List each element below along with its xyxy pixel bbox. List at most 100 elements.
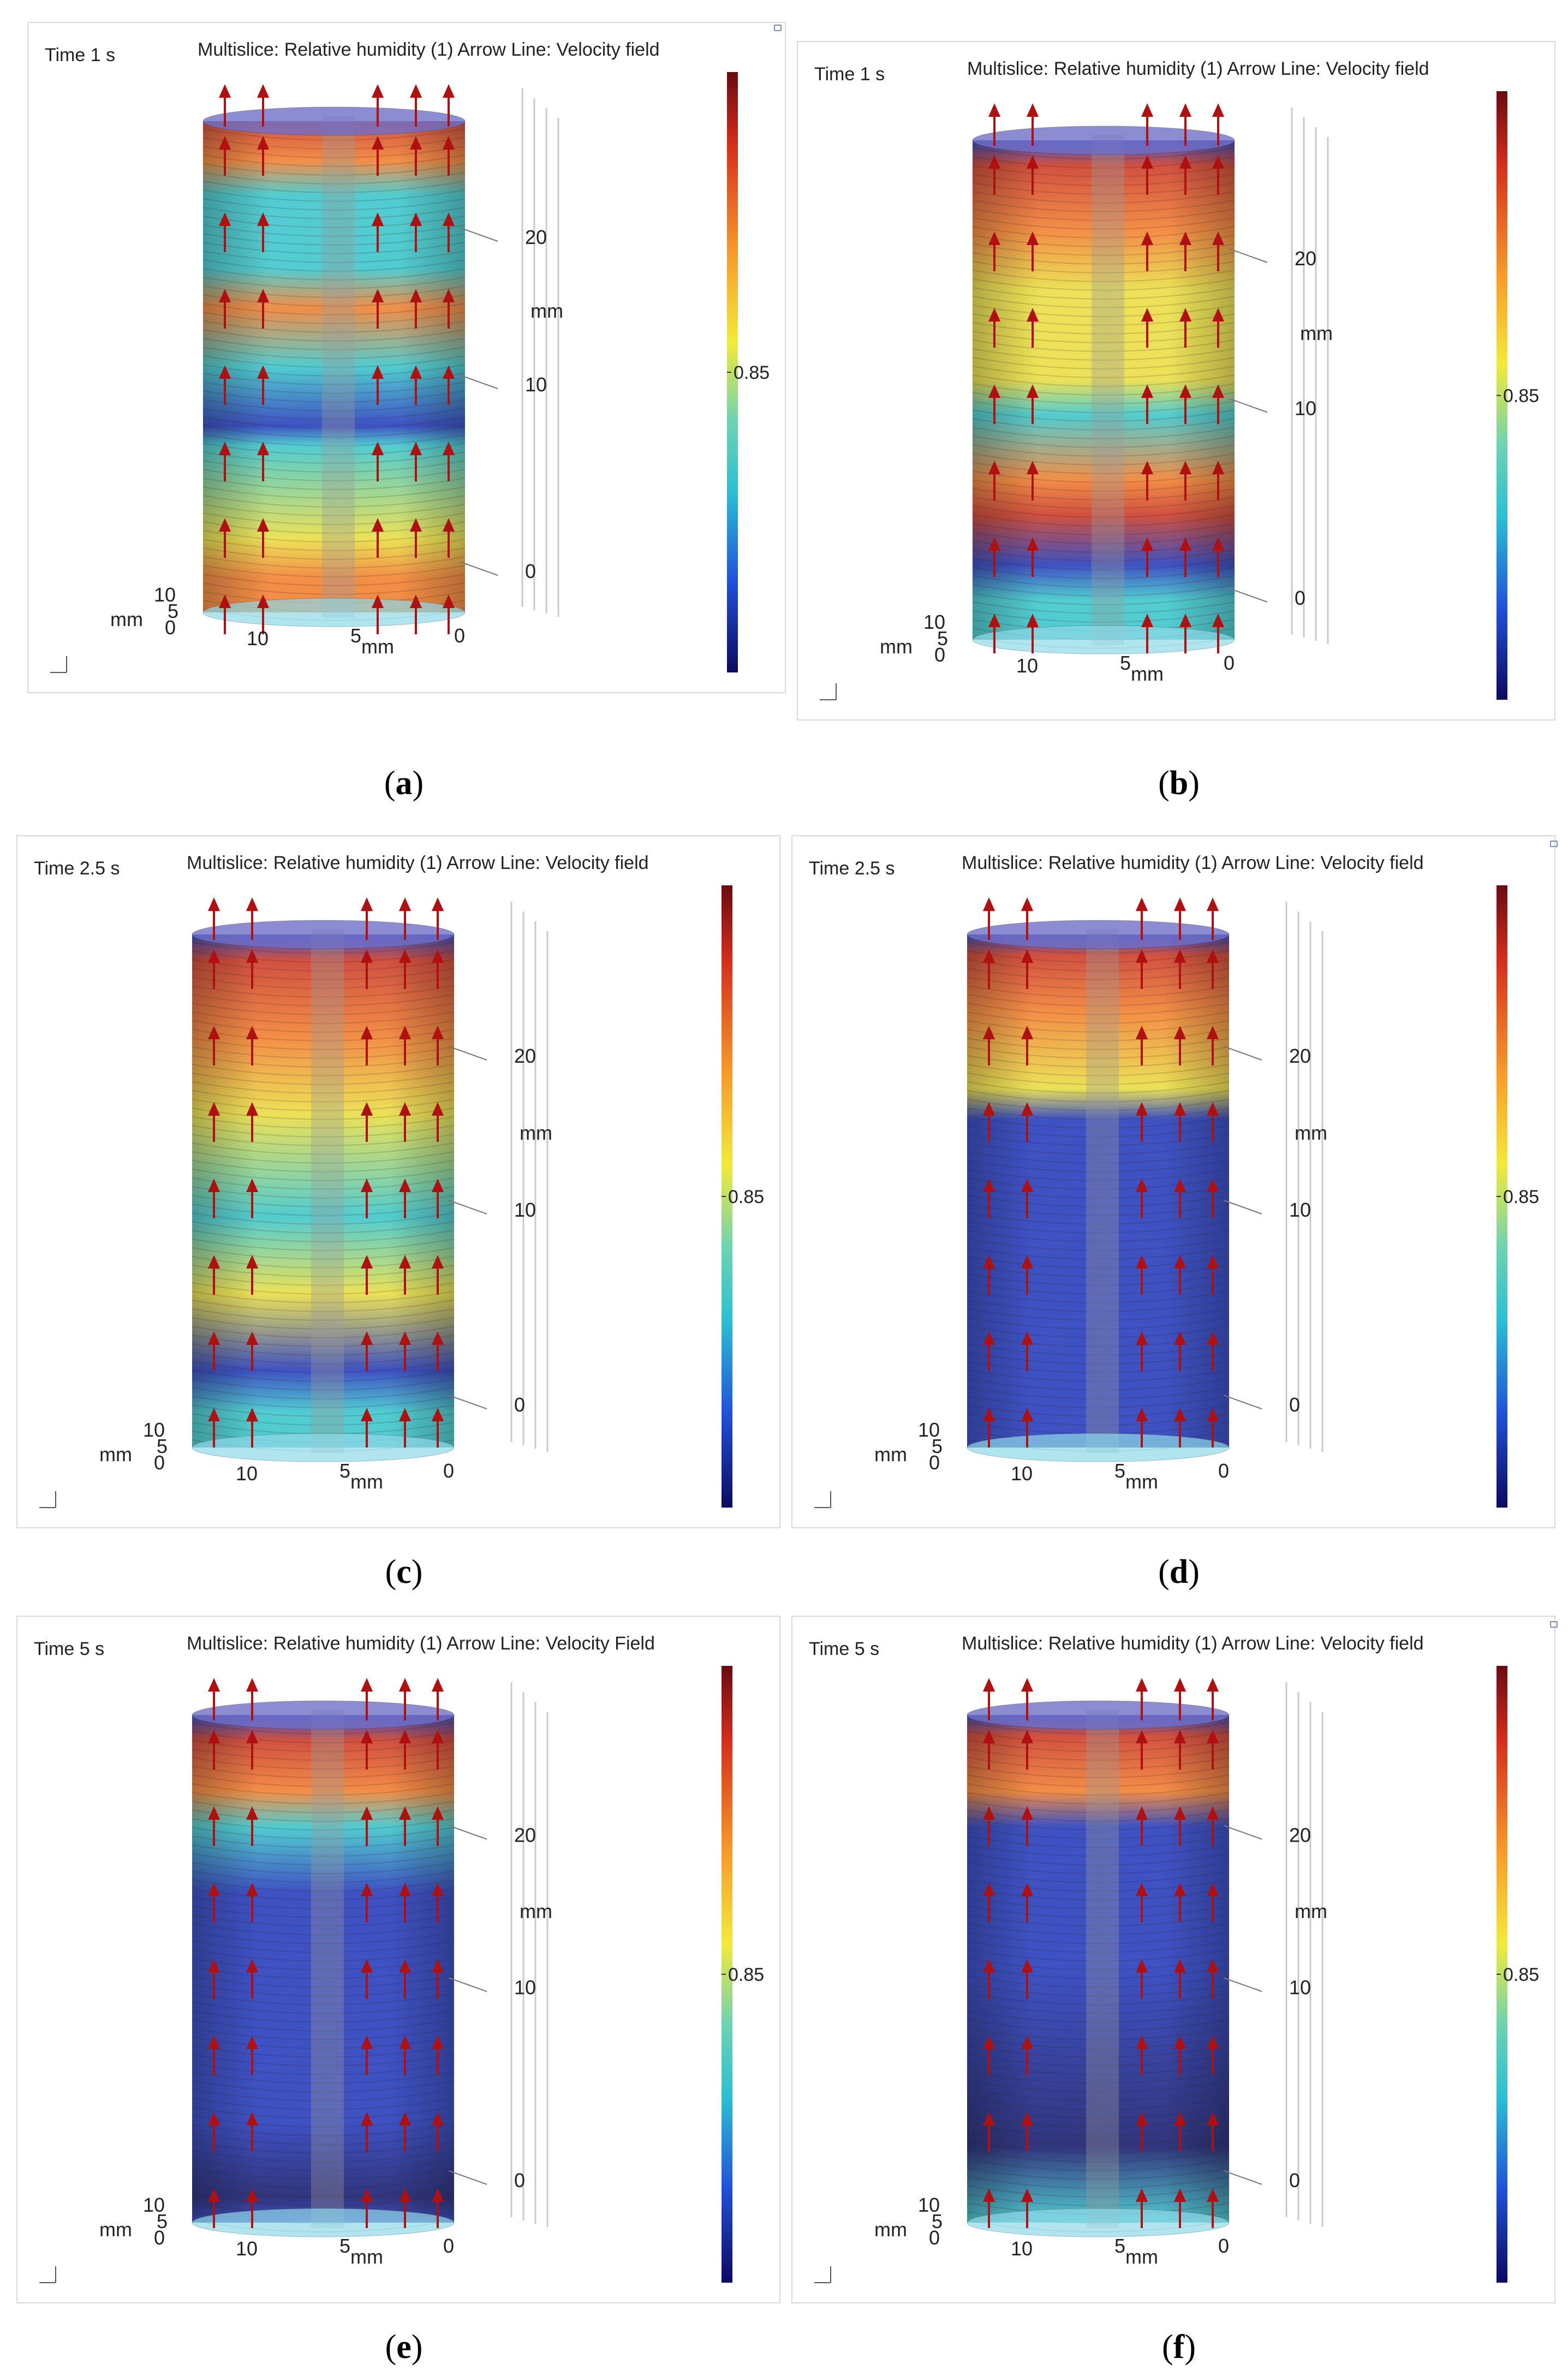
arrow-head	[360, 1331, 373, 1345]
arrow-head	[218, 212, 231, 226]
arrow-head	[1206, 897, 1219, 911]
arrow-head	[257, 365, 270, 379]
x-tick-label: 0	[443, 2235, 454, 2257]
arrow-head	[1026, 461, 1039, 474]
arrow-head	[360, 1678, 373, 1692]
arrow-head	[207, 1178, 220, 1192]
arrow-head	[1212, 461, 1225, 474]
arrow-head	[409, 84, 422, 98]
arrow-head	[218, 136, 231, 150]
arrow-head	[1206, 1959, 1219, 1973]
axis-triad-icon	[39, 2266, 56, 2283]
arrow-head	[1141, 461, 1154, 474]
slice-lines	[972, 147, 1235, 649]
arrow-head	[442, 594, 455, 608]
y-tick-label: 5	[157, 1435, 168, 1457]
arrow-head	[431, 1102, 444, 1116]
arrow-head	[1021, 1806, 1034, 1820]
z-tick-label: 0	[514, 1394, 525, 1416]
x-tick-label: 10	[1011, 1462, 1033, 1485]
arrow-head	[246, 1678, 259, 1692]
arrow-head	[988, 231, 1001, 245]
z-tick-line	[459, 227, 498, 242]
arrow-head	[442, 212, 455, 226]
colorbar-label: 0.85	[1503, 386, 1539, 407]
arrow-head	[207, 1408, 220, 1421]
arrow-head	[1206, 2188, 1219, 2202]
arrow-head	[442, 136, 455, 150]
arrow-head	[398, 1255, 412, 1269]
arrow-head	[431, 1883, 444, 1896]
arrow-head	[246, 1730, 259, 1743]
z-tick-line	[448, 1825, 487, 1840]
colorbar	[1497, 1666, 1507, 2283]
arrow-head	[1135, 897, 1148, 911]
arrow-head	[982, 1678, 995, 1692]
arrow-head	[1135, 1178, 1148, 1192]
arrow-head	[371, 212, 384, 226]
slice-lines	[202, 128, 466, 621]
arrow-head	[1135, 1408, 1148, 1421]
arrow-head	[1026, 384, 1039, 398]
z-tick-label: 10	[525, 373, 547, 396]
y-axis-unit: mm	[110, 608, 143, 630]
cylinder-top	[192, 920, 455, 949]
arrow-head	[1173, 2112, 1187, 2125]
arrow-head	[1141, 231, 1154, 245]
arrow-head	[218, 289, 231, 302]
arrow-head	[1026, 103, 1039, 117]
arrow-head	[257, 594, 270, 608]
arrow-head	[207, 1102, 220, 1116]
arrow-head	[398, 1408, 412, 1421]
z-tick-line	[1223, 2170, 1262, 2185]
arrow-head	[409, 136, 422, 150]
time-label: Time 1 s	[45, 45, 115, 65]
z-tick-label: 0	[1289, 2169, 1300, 2192]
arrow-head	[1026, 614, 1039, 627]
z-axis-unit: mm	[1295, 1122, 1327, 1144]
arrow-head	[360, 949, 373, 963]
arrow-head	[398, 1331, 412, 1345]
x-tick-label: 5	[1120, 652, 1131, 674]
arrow-head	[982, 1806, 995, 1820]
arrow-head	[1135, 1806, 1148, 1820]
arrow-head	[1173, 2188, 1187, 2202]
arrow-head	[371, 518, 384, 532]
arrow-head	[1173, 1408, 1187, 1421]
arrow-head	[1173, 1255, 1187, 1269]
arrow-head	[1206, 2035, 1219, 2049]
axis-triad-icon	[820, 683, 837, 700]
arrow-head	[1141, 614, 1154, 627]
arrow-head	[218, 594, 231, 608]
colorbar-label: 0.85	[1503, 1964, 1539, 1985]
arrow-head	[1135, 2035, 1148, 2049]
y-tick-label: 5	[157, 2210, 168, 2232]
arrow-head	[207, 1730, 220, 1743]
arrow-head	[982, 949, 995, 963]
z-tick-label: 20	[1289, 1824, 1311, 1847]
velocity-arrows	[207, 1678, 444, 2228]
x-axis-unit: mm	[350, 1470, 383, 1493]
arrow-head	[360, 1255, 373, 1269]
arrow-head	[246, 2112, 259, 2125]
x-tick-label: 0	[1218, 1460, 1229, 1482]
cylinder-bottom	[972, 625, 1235, 654]
cylinder-bottom	[192, 1433, 455, 1462]
z-tick-line	[448, 1977, 487, 1992]
z-tick-line	[448, 1395, 487, 1410]
colorbar-label: 0.85	[728, 1964, 764, 1985]
arrow-head	[398, 1883, 412, 1896]
arrow-head	[409, 365, 422, 379]
arrow-head	[246, 1959, 259, 1973]
plot-f: Time 5 s Multislice: Relative humidity (1…	[809, 1633, 1539, 2283]
y-tick-label: 10	[143, 1419, 165, 1441]
arrow-head	[1021, 1331, 1034, 1345]
z-tick-label: 20	[514, 1045, 536, 1067]
center-plane	[1086, 929, 1119, 1453]
arrow-head	[442, 442, 455, 455]
arrow-head	[431, 2035, 444, 2049]
slice-lines	[192, 1722, 455, 2232]
